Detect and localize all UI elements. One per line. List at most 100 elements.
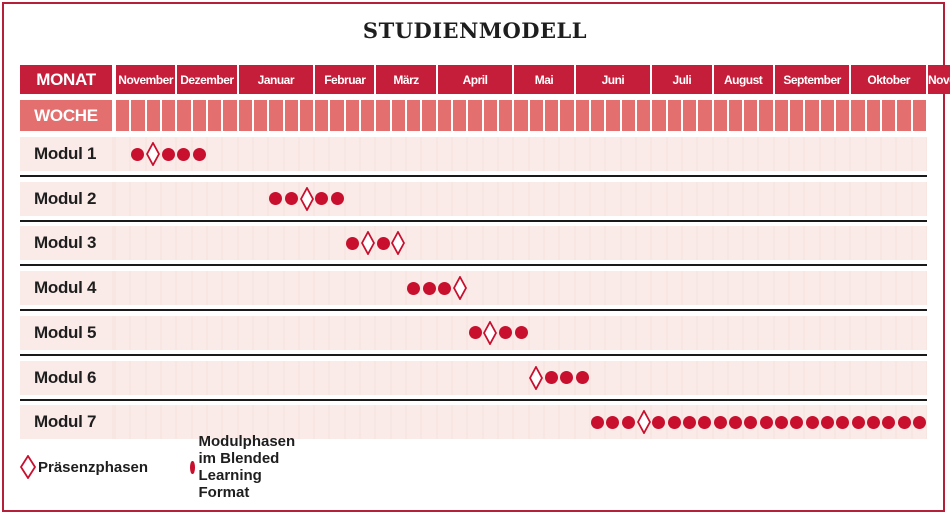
week-cell — [238, 271, 252, 306]
module-phase-dot — [330, 192, 344, 206]
week-cell — [453, 405, 467, 440]
month-header-10: August — [713, 65, 773, 94]
week-header-cell — [866, 100, 881, 131]
week-cell — [636, 271, 651, 306]
week-cell — [468, 405, 482, 440]
week-cell — [866, 181, 881, 216]
week-cell — [391, 137, 406, 171]
week-cell — [790, 315, 804, 350]
week-cell — [407, 360, 421, 395]
week-cell — [499, 226, 513, 261]
week-cell — [759, 226, 773, 261]
week-cell — [422, 315, 436, 350]
module-phase-dot — [621, 415, 635, 429]
week-cell — [698, 271, 712, 306]
week-header-cell — [529, 100, 543, 131]
week-cell — [468, 271, 482, 306]
week-cell — [177, 181, 191, 216]
week-cell — [882, 181, 896, 216]
week-cell — [238, 181, 252, 216]
week-cell — [851, 271, 865, 306]
week-cell — [606, 137, 620, 171]
module-phase-dot — [805, 415, 819, 429]
week-cell — [897, 137, 911, 171]
week-cell — [422, 405, 436, 440]
week-cell — [713, 137, 727, 171]
week-cell — [897, 226, 911, 261]
week-header-cell — [116, 100, 130, 131]
presence-phase-diamond — [391, 231, 406, 256]
week-cell — [131, 271, 145, 306]
row-divider — [20, 353, 927, 356]
week-cell — [391, 405, 406, 440]
week-cell — [330, 137, 344, 171]
week-cell — [866, 360, 881, 395]
week-cell — [330, 360, 344, 395]
week-cell — [621, 181, 635, 216]
week-cell — [207, 360, 222, 395]
week-header-cell — [851, 100, 865, 131]
week-cell — [376, 405, 390, 440]
row-divider — [20, 309, 927, 312]
week-header-cell — [468, 100, 482, 131]
month-header-9: Juli — [652, 65, 712, 94]
week-cell — [560, 315, 574, 350]
week-header-cell — [407, 100, 421, 131]
week-cell — [529, 405, 543, 440]
week-cell — [774, 271, 789, 306]
week-cell — [499, 271, 513, 306]
week-cell — [698, 181, 712, 216]
week-cell — [422, 137, 436, 171]
week-cell — [759, 360, 773, 395]
week-cell — [422, 181, 436, 216]
week-cell — [284, 226, 298, 261]
week-cell — [836, 360, 850, 395]
week-cell — [161, 315, 176, 350]
week-header-cell — [253, 100, 268, 131]
month-header-6: April — [437, 65, 513, 94]
week-cell — [544, 405, 559, 440]
week-cell — [146, 226, 160, 261]
week-cell — [483, 181, 497, 216]
week-cell — [269, 271, 283, 306]
week-cell — [682, 226, 697, 261]
week-cell — [453, 137, 467, 171]
week-header-cell — [315, 100, 329, 131]
week-cell — [453, 315, 467, 350]
week-cell — [146, 181, 160, 216]
week-cell — [207, 137, 222, 171]
module-phase-dot — [269, 192, 283, 206]
week-cell — [361, 360, 375, 395]
week-cell — [836, 271, 850, 306]
week-cell — [468, 181, 482, 216]
week-cell — [621, 360, 635, 395]
week-header-cell — [131, 100, 145, 131]
week-cell — [299, 315, 314, 350]
week-cell — [560, 226, 574, 261]
week-cell — [361, 315, 375, 350]
week-cell — [590, 315, 605, 350]
week-cell — [744, 181, 758, 216]
week-cell — [897, 315, 911, 350]
week-cell — [253, 226, 268, 261]
week-cell — [575, 226, 589, 261]
week-cell — [805, 226, 819, 261]
week-cell — [744, 226, 758, 261]
week-cell — [667, 181, 681, 216]
week-cell — [437, 360, 452, 395]
week-cell — [437, 226, 452, 261]
module-label-3: Modul 3 — [20, 226, 112, 261]
week-cell — [744, 137, 758, 171]
week-cell — [606, 226, 620, 261]
week-cell — [851, 137, 865, 171]
week-cell — [483, 360, 497, 395]
week-cell — [422, 226, 436, 261]
module-phase-dot — [560, 371, 574, 384]
week-cell — [207, 181, 222, 216]
week-header-cell — [698, 100, 712, 131]
week-header-cell — [391, 100, 406, 131]
week-cell — [606, 360, 620, 395]
week-header-cell — [897, 100, 911, 131]
week-cell — [836, 315, 850, 350]
week-cell — [437, 315, 452, 350]
